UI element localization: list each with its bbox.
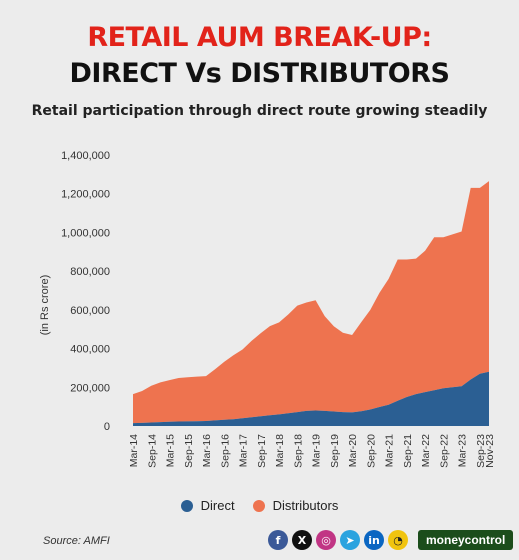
chart-subtitle: Retail participation through direct rout…	[31, 103, 488, 119]
y-tick-label: 1,400,000	[61, 150, 110, 162]
y-axis-label: (in Rs crore)	[39, 275, 51, 336]
telegram-icon[interactable]: ➤	[340, 530, 360, 550]
y-axis-ticks: 1,400,000 1,200,000 1,000,000 800,000 600,00…	[61, 150, 110, 433]
x-tick-label: Sep-16	[219, 434, 231, 468]
y-tick-label: 1,200,000	[61, 189, 110, 201]
moneycontrol-logo: moneycontrol	[418, 530, 514, 550]
x-tick-label: Sep-20	[365, 434, 377, 468]
x-tick-label: Sep-21	[402, 434, 414, 468]
y-tick-label: 200,000	[70, 382, 110, 394]
social-icons: f X ◎ ➤ in ◔ moneycontrol	[268, 530, 514, 550]
x-tick-label: Mar-21	[384, 434, 396, 467]
series-area-direct	[133, 371, 489, 426]
chart-title-line2: DIRECT Vs DISTRIBUTORS	[69, 58, 450, 89]
x-tick-label: Mar-15	[165, 434, 177, 467]
legend-label-distributors: Distributors	[272, 498, 339, 513]
x-tick-label: Mar-22	[420, 434, 432, 467]
y-tick-label: 400,000	[70, 344, 110, 356]
x-tick-label: Mar-19	[311, 434, 323, 467]
legend-swatch-distributors	[252, 499, 265, 512]
y-tick-label: 0	[104, 421, 110, 433]
x-tick-label: Sep-14	[146, 434, 158, 468]
x-tick-label: Mar-16	[201, 434, 213, 467]
chart-legend: Direct Distributors	[0, 498, 519, 513]
x-tick-label: Mar-20	[347, 434, 359, 467]
chart-areas	[133, 181, 489, 426]
chart-title-line1: RETAIL AUM BREAK-UP:	[87, 22, 432, 53]
legend-item-direct: Direct	[180, 498, 235, 513]
snapchat-icon[interactable]: ◔	[388, 530, 408, 550]
legend-label-direct: Direct	[200, 498, 235, 513]
instagram-icon[interactable]: ◎	[316, 530, 336, 550]
x-tick-label: Mar-23	[457, 434, 469, 467]
legend-item-distributors: Distributors	[252, 498, 339, 513]
facebook-icon[interactable]: f	[268, 530, 288, 550]
series-area-distributors	[133, 181, 489, 424]
x-tick-label: Sep-17	[256, 434, 268, 468]
x-tick-label: Mar-17	[238, 434, 250, 467]
y-tick-label: 1,000,000	[61, 227, 110, 239]
x-tick-label: Sep-15	[183, 434, 195, 468]
x-tick-label: Mar-18	[274, 434, 286, 467]
x-tick-label: Sep-22	[438, 434, 450, 468]
x-axis-ticks: Mar-14 Sep-14 Mar-15 Sep-15 Mar-16 Sep-16 Mar-…	[128, 434, 496, 468]
x-tick-label: Sep-19	[329, 434, 341, 468]
linkedin-icon[interactable]: in	[364, 530, 384, 550]
source-note: Source: AMFI	[43, 535, 110, 547]
x-tick-label: Nov-23	[484, 434, 496, 468]
x-tick-label: Mar-14	[128, 434, 140, 467]
y-tick-label: 600,000	[70, 305, 110, 317]
y-tick-label: 800,000	[70, 266, 110, 278]
x-tick-label: Sep-23	[475, 434, 487, 468]
x-tick-label: Sep-18	[292, 434, 304, 468]
x-icon[interactable]: X	[292, 530, 312, 550]
legend-swatch-direct	[180, 499, 193, 512]
